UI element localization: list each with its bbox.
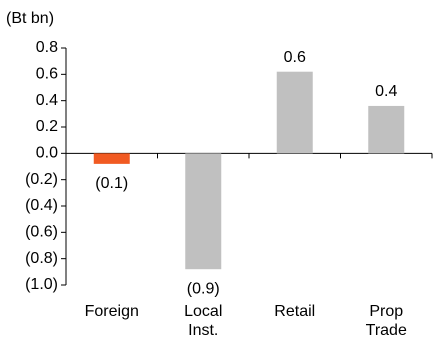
value-label: (0.1) — [95, 175, 128, 192]
x-tick-label: Prop Trade — [366, 303, 407, 339]
y-tick-label: (0.2) — [25, 171, 58, 188]
bar — [276, 71, 313, 154]
y-tick-label: 0.0 — [36, 145, 58, 162]
bar — [93, 153, 130, 164]
value-label: 0.4 — [375, 83, 397, 100]
y-tick-label: 0.8 — [36, 39, 58, 56]
y-tick-label: 0.6 — [36, 66, 58, 83]
value-label: (0.9) — [187, 280, 220, 297]
y-tick-label: (0.4) — [25, 197, 58, 214]
value-label: 0.6 — [284, 49, 306, 66]
x-tick-label: Foreign — [85, 303, 139, 320]
y-tick-label: (1.0) — [25, 276, 58, 293]
y-tick-label: 0.4 — [36, 92, 58, 109]
y-tick-label: (0.6) — [25, 224, 58, 241]
y-tick-label: 0.2 — [36, 118, 58, 135]
bar — [368, 105, 405, 154]
bar — [185, 153, 222, 270]
x-tick-label: Local Inst. — [184, 303, 222, 339]
x-tick-label: Retail — [274, 303, 315, 320]
y-tick-label: (0.8) — [25, 250, 58, 267]
y-axis-label: (Bt bn) — [6, 10, 54, 27]
